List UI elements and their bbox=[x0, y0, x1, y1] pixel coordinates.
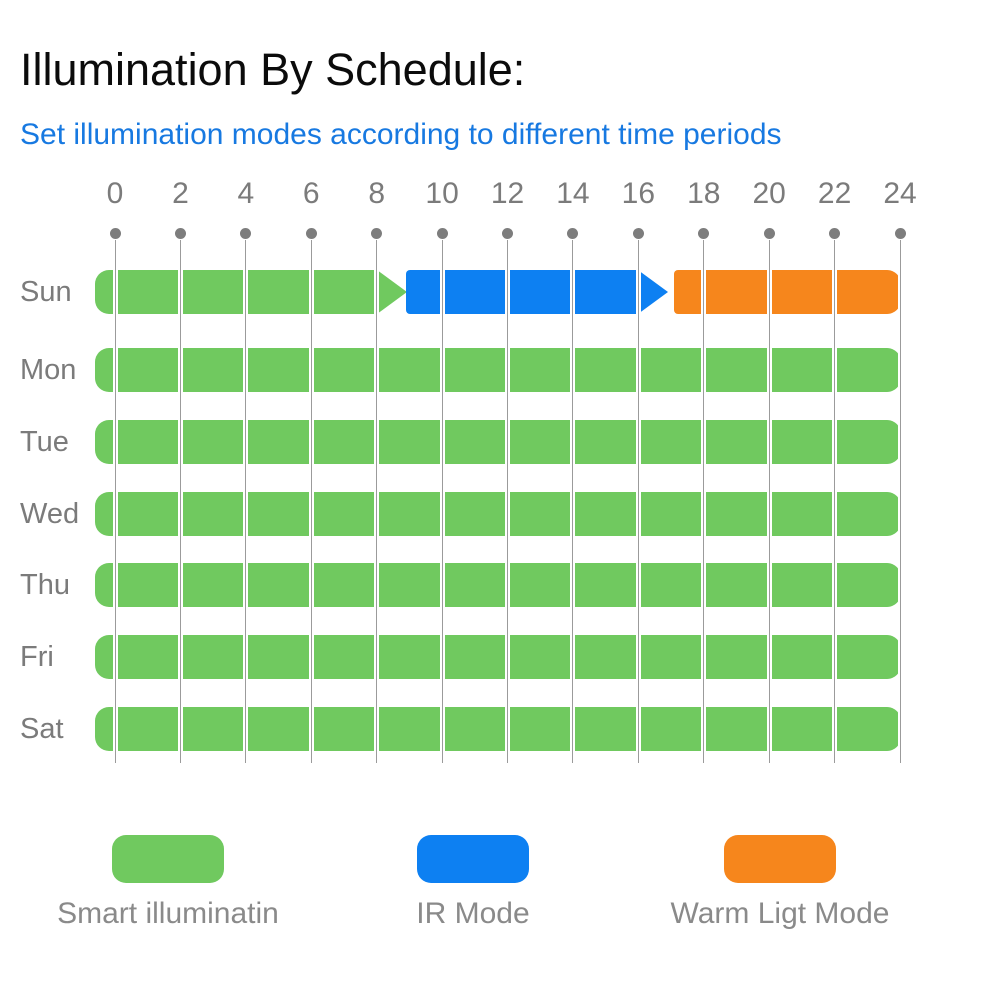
row-label-tue: Tue bbox=[20, 426, 69, 458]
gridline-14 bbox=[570, 240, 576, 763]
legend-swatch-warm-light-mode bbox=[724, 835, 836, 883]
legend-swatch-smart-illumination bbox=[112, 835, 224, 883]
schedule-bar-wed-smart bbox=[95, 492, 901, 536]
legend-label-ir-mode: IR Mode bbox=[416, 897, 530, 930]
axis-tick-dot-8 bbox=[371, 228, 383, 239]
row-label-mon: Mon bbox=[20, 354, 77, 386]
schedule-bar-sat-smart bbox=[95, 707, 901, 751]
gridline-4 bbox=[243, 240, 249, 763]
gridline-24 bbox=[897, 240, 903, 763]
axis-tick-label-14: 14 bbox=[556, 177, 590, 210]
axis-tick-dot-6 bbox=[305, 228, 317, 239]
page-title: Illumination By Schedule: bbox=[20, 44, 526, 95]
legend-label-warm-light-mode: Warm Ligt Mode bbox=[670, 897, 890, 930]
schedule-bar-fri-smart bbox=[95, 635, 901, 679]
axis-tick-dot-18 bbox=[698, 228, 710, 239]
axis-tick-label-4: 4 bbox=[237, 177, 255, 210]
schedule-bar-mon-smart bbox=[95, 348, 901, 392]
axis-tick-dot-14 bbox=[567, 228, 579, 239]
legend-swatch-ir-mode bbox=[417, 835, 529, 883]
row-label-sat: Sat bbox=[20, 713, 64, 745]
row-label-thu: Thu bbox=[20, 569, 70, 601]
legend-label-smart-illumination: Smart illuminatin bbox=[57, 897, 279, 930]
axis-tick-label-2: 2 bbox=[172, 177, 189, 210]
gridline-0 bbox=[112, 240, 118, 763]
axis-tick-label-20: 20 bbox=[752, 177, 786, 210]
axis-tick-label-24: 24 bbox=[883, 177, 917, 210]
schedule-bar-tue-smart bbox=[95, 420, 901, 464]
gridline-12 bbox=[505, 240, 510, 763]
axis-tick-label-10: 10 bbox=[425, 177, 459, 210]
axis-tick-dot-20 bbox=[763, 228, 775, 239]
axis-tick-label-12: 12 bbox=[490, 177, 525, 210]
row-label-sun: Sun bbox=[20, 276, 72, 308]
schedule-bar-sun-ir bbox=[406, 270, 639, 314]
row-label-fri: Fri bbox=[20, 641, 54, 673]
axis-tick-label-8: 8 bbox=[368, 177, 385, 210]
gridline-2 bbox=[177, 240, 183, 763]
axis-tick-label-6: 6 bbox=[302, 177, 320, 210]
gridline-18 bbox=[701, 240, 707, 763]
gridline-16 bbox=[635, 240, 641, 763]
schedule-bar-sun-warm bbox=[674, 270, 901, 314]
axis-tick-dot-10 bbox=[436, 228, 448, 239]
legend: Smart illuminatin IR Mode Warm Ligt Mode bbox=[0, 835, 1000, 955]
row-label-wed: Wed bbox=[20, 498, 80, 530]
axis-tick-label-18: 18 bbox=[687, 177, 721, 210]
gridline-22 bbox=[832, 240, 838, 763]
axis-tick-dot-12 bbox=[502, 228, 513, 239]
gridline-10 bbox=[439, 240, 445, 763]
schedule-chart: 0 2 4 6 8 10 12 14 16 18 20 22 24 Sun Mon Tue Wed Thu Fri S… bbox=[20, 177, 917, 763]
axis-tick-label-16: 16 bbox=[621, 177, 656, 210]
schedule-bar-arrow-sun-smart bbox=[376, 270, 407, 314]
page-subtitle: Set illumination modes according to diff… bbox=[20, 118, 782, 151]
axis-tick-dot-2 bbox=[174, 228, 186, 239]
axis-tick-label-0: 0 bbox=[106, 177, 124, 210]
gridline-6 bbox=[308, 240, 314, 763]
gridline-8 bbox=[374, 240, 380, 763]
axis-tick-dot-24 bbox=[894, 228, 906, 239]
schedule-bar-thu-smart bbox=[95, 563, 901, 607]
axis-tick-dot-0 bbox=[109, 228, 121, 239]
legend-item-smart-illumination: Smart illuminatin bbox=[18, 835, 318, 931]
legend-item-ir-mode: IR Mode bbox=[323, 835, 623, 931]
axis-tick-label-22: 22 bbox=[817, 177, 852, 210]
schedule-bar-arrow-sun-ir bbox=[638, 270, 669, 314]
axis-tick-dot-22 bbox=[829, 228, 841, 239]
legend-item-warm-light-mode: Warm Ligt Mode bbox=[630, 835, 930, 931]
gridline-20 bbox=[766, 240, 772, 763]
schedule-bar-sun-smart bbox=[95, 270, 377, 314]
axis-tick-dot-4 bbox=[240, 228, 252, 239]
axis-tick-dot-16 bbox=[632, 228, 644, 239]
